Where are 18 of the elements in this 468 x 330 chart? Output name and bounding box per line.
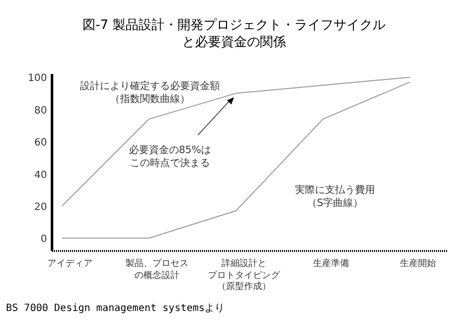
x-tick-label: 製品、プロセスの概念設計 [124, 259, 190, 282]
text: BS 7000 Design management systemsより [6, 302, 226, 315]
chart-title: 図-7 製品設計・開発プロジェクト・ライフサイクルと必要資金の関係 [81, 18, 387, 52]
x-tick-label: 生産開始 [399, 259, 437, 271]
y-tick-label: 60 [34, 138, 47, 149]
y-tick-label: 20 [34, 202, 47, 213]
y-tick-label: 40 [34, 170, 47, 181]
y-tick-label: 100 [28, 73, 47, 84]
x-tick-label: 生産準備 [312, 259, 350, 271]
x-tick-label: アイディア [46, 259, 94, 271]
annotation: 必要資金の85%はこの時点で決まる [128, 144, 212, 170]
y-tick-label: 80 [34, 105, 47, 116]
line-series [62, 76, 410, 206]
y-tick-label: 0 [40, 234, 47, 246]
x-tick-label: 詳細設計とプロトタイピング（原型作成） [207, 259, 281, 294]
line-series [62, 82, 410, 239]
series-label: 設計により確定する必要資金額（指数関数曲線） [79, 80, 221, 106]
text: 実際に支払う費用（S字曲線） [294, 184, 376, 210]
